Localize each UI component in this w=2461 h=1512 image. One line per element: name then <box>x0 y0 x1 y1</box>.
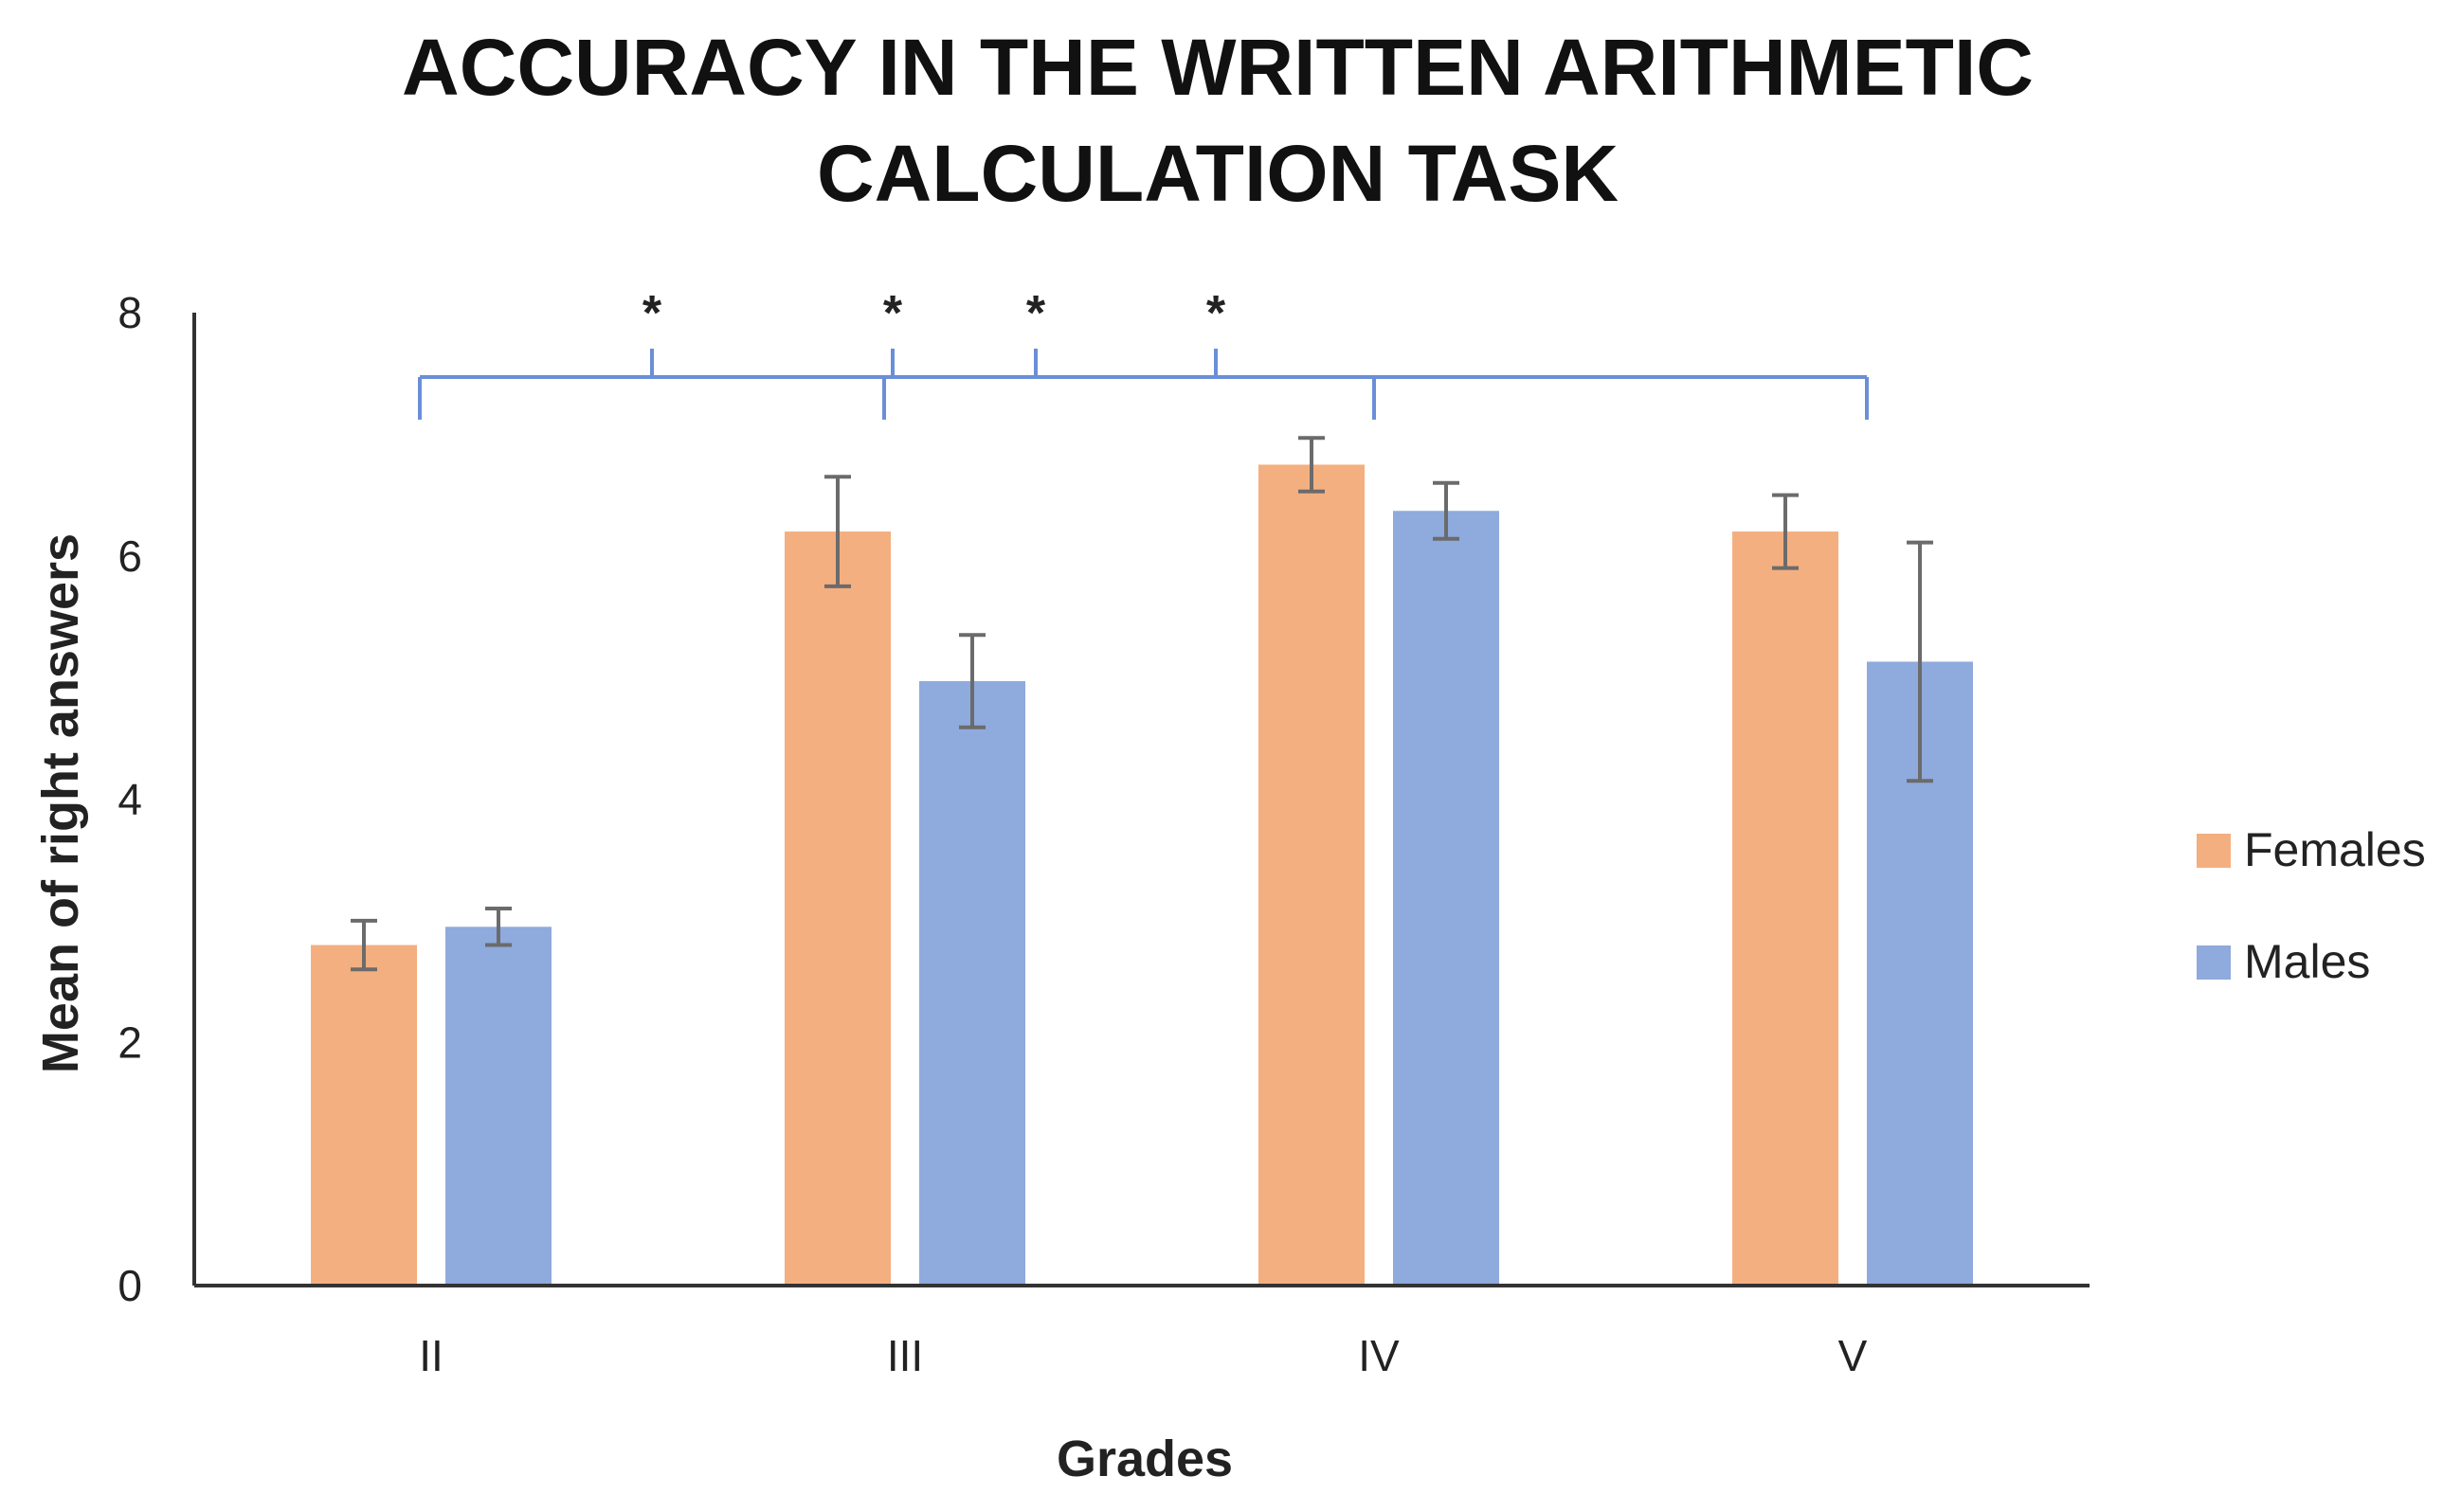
legend-swatch-males <box>2197 945 2231 980</box>
bar-females-ii <box>311 945 417 1286</box>
error-bar-males-iii <box>959 633 986 729</box>
legend-swatch-females <box>2197 834 2231 868</box>
error-bar-females-v <box>1772 493 1799 570</box>
error-bar-males-iv <box>1433 480 1459 541</box>
y-tick-label: 2 <box>118 1017 142 1067</box>
x-tick-label: IV <box>1358 1331 1400 1380</box>
significance-star: * <box>883 286 903 341</box>
y-tick-label: 6 <box>118 531 142 581</box>
y-tick-label: 8 <box>118 288 142 337</box>
error-bar-males-ii <box>485 907 512 947</box>
axes <box>192 313 2090 1287</box>
significance-star: * <box>1026 286 1046 341</box>
x-tick-label: II <box>419 1331 443 1380</box>
error-bars <box>351 436 1933 972</box>
chart-title-line-2: CALCULATION TASK <box>817 129 1619 218</box>
bar-females-v <box>1732 531 1838 1286</box>
legend: Females Males <box>2197 823 2426 988</box>
error-bar-females-ii <box>351 918 377 972</box>
error-bar-females-iv <box>1298 436 1325 494</box>
significance-brackets: * * * * <box>418 286 1869 420</box>
bracket-lines <box>418 349 1869 420</box>
legend-label-males: Males <box>2244 935 2370 988</box>
x-tick-label: V <box>1838 1331 1868 1380</box>
bar-males-ii <box>445 927 552 1286</box>
y-tick-label: 4 <box>118 775 142 824</box>
bar-females-iii <box>785 531 891 1286</box>
y-axis-label: Mean of right answers <box>32 533 89 1073</box>
bar-females-iv <box>1258 464 1365 1286</box>
bar-males-iii <box>919 680 1025 1286</box>
bars <box>311 464 1973 1286</box>
significance-star: * <box>1206 286 1226 341</box>
x-tick-label: III <box>887 1331 923 1380</box>
significance-star: * <box>642 286 662 341</box>
bar-males-iv <box>1393 511 1499 1286</box>
error-bar-females-iii <box>824 475 851 588</box>
error-bar-males-v <box>1907 540 1933 783</box>
x-axis-label: Grades <box>1057 1431 1233 1487</box>
legend-label-females: Females <box>2244 823 2426 876</box>
y-tick-label: 0 <box>118 1261 142 1310</box>
chart-title-line-1: ACCURACY IN THE WRITTEN ARITHMETIC <box>402 23 2034 112</box>
